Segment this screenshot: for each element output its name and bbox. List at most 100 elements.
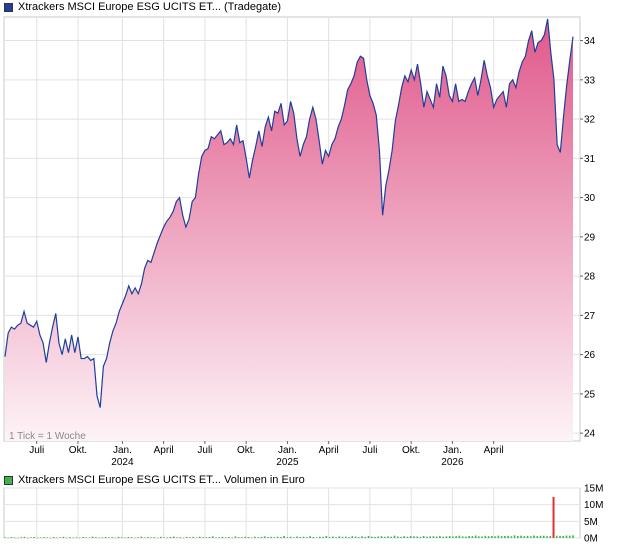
volume-bar	[108, 537, 110, 539]
volume-bar	[30, 537, 32, 538]
volume-bar	[276, 536, 279, 538]
volume-bar	[208, 537, 211, 538]
volume-bar	[510, 536, 513, 538]
volume-bar	[237, 537, 240, 538]
volume-bar	[4, 537, 6, 538]
volume-bar	[78, 537, 81, 539]
price-x-tick-label: April	[319, 445, 339, 456]
volume-bar	[215, 537, 217, 539]
volume-bar	[172, 536, 175, 538]
volume-bar	[254, 536, 256, 538]
volume-bar	[497, 535, 500, 538]
price-x-tick-label: Okt.	[402, 445, 420, 456]
volume-bar	[335, 537, 337, 538]
volume-bar	[542, 535, 545, 538]
volume-bar	[406, 536, 409, 538]
price-legend-swatch	[4, 2, 13, 12]
volume-bar	[507, 535, 509, 538]
price-x-tick-label: Juli	[362, 445, 377, 456]
volume-bar	[130, 537, 133, 538]
volume-bar	[137, 537, 139, 538]
volume-bar	[85, 537, 87, 538]
volume-bar	[156, 537, 159, 539]
volume-bar	[426, 536, 428, 538]
volume-bar	[150, 537, 152, 538]
volume-bar	[546, 536, 548, 538]
volume-bar	[72, 537, 74, 539]
price-x-tick-year: 2024	[111, 457, 134, 468]
volume-bar	[13, 537, 16, 539]
volume-bar	[224, 537, 227, 538]
volume-bar	[315, 537, 318, 538]
volume-bar	[559, 535, 561, 538]
volume-bar	[7, 537, 10, 539]
volume-bar	[452, 536, 454, 538]
volume-bar	[228, 537, 230, 538]
volume-bar	[244, 536, 246, 538]
volume-bar	[568, 535, 571, 538]
volume-bar	[419, 536, 422, 538]
volume-bar	[267, 537, 269, 538]
price-legend-label: Xtrackers MSCI Europe ESG UCITS ET... (T…	[18, 1, 282, 13]
volume-bar	[153, 537, 156, 538]
volume-bar	[364, 536, 367, 538]
volume-bar	[221, 536, 224, 538]
volume-legend: Xtrackers MSCI Europe ESG UCITS ET... Vo…	[4, 473, 305, 487]
volume-bar	[520, 535, 522, 538]
volume-bar	[189, 537, 191, 538]
volume-bar	[299, 537, 302, 538]
volume-bar	[211, 536, 214, 538]
volume-bar	[273, 537, 276, 538]
price-y-tick-label: 30	[584, 193, 596, 204]
volume-bar	[296, 536, 298, 538]
volume-bar	[52, 537, 55, 538]
volume-bar	[159, 536, 162, 538]
volume-bar	[49, 537, 52, 539]
volume-bar	[114, 537, 117, 539]
volume-bar	[33, 537, 36, 538]
volume-bar	[565, 535, 568, 538]
volume-bar	[484, 535, 487, 538]
volume-bar	[432, 536, 435, 538]
volume-bar	[182, 537, 185, 539]
volume-bar	[36, 537, 39, 539]
volume-bar	[361, 536, 363, 538]
volume-bar	[435, 536, 438, 538]
volume-bar	[59, 537, 61, 538]
volume-bar	[192, 536, 195, 538]
volume-bar	[39, 537, 42, 539]
volume-bar	[319, 536, 321, 538]
volume-bar	[205, 537, 208, 538]
price-y-tick-label: 27	[584, 311, 596, 322]
volume-y-tick-label: 10M	[584, 500, 603, 511]
volume-bar	[416, 536, 419, 538]
volume-bar	[312, 537, 315, 538]
volume-bar	[552, 497, 555, 538]
volume-bar	[185, 537, 188, 538]
volume-bar	[23, 536, 26, 538]
volume-bar	[345, 536, 347, 538]
volume-legend-label: Xtrackers MSCI Europe ESG UCITS ET... Vo…	[18, 474, 305, 486]
volume-bar	[348, 537, 350, 538]
volume-bar	[286, 537, 289, 538]
price-y-tick-label: 28	[584, 272, 596, 283]
price-y-tick-label: 31	[584, 154, 596, 165]
volume-bar	[374, 537, 376, 538]
volume-bar	[143, 537, 146, 539]
volume-bar	[487, 536, 490, 538]
volume-bar	[163, 537, 165, 538]
volume-bar	[536, 536, 539, 538]
volume-bar	[127, 537, 130, 538]
volume-bar	[43, 537, 45, 538]
volume-grid	[4, 487, 580, 539]
volume-bar	[387, 536, 389, 538]
volume-bar	[257, 537, 259, 538]
volume-bar	[20, 537, 23, 538]
volume-bar	[104, 537, 107, 538]
volume-bar	[169, 537, 172, 538]
volume-bar	[383, 536, 386, 538]
volume-bar	[263, 536, 266, 538]
price-x-tick-label: Okt.	[237, 445, 255, 456]
volume-bar	[302, 536, 305, 538]
volume-bar	[65, 537, 68, 539]
